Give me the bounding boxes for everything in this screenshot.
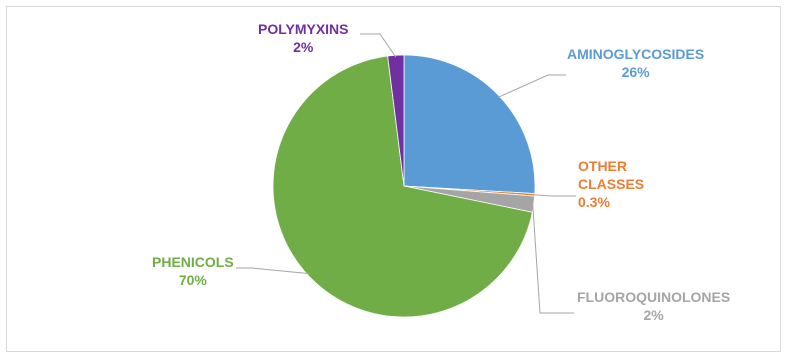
data-label-other-classes: OTHER CLASSES 0.3% [578,157,644,211]
data-label-name: PHENICOLS [152,254,234,270]
data-label-name-line2: CLASSES [578,176,645,192]
data-label-name: POLYMYXINS [258,21,349,37]
data-label-name: FLUOROQUINOLONES [577,289,731,305]
data-label-polymyxins: POLYMYXINS 2% [258,20,349,56]
pie-slice-phenicols [272,55,533,318]
data-label-name: AMINOGLYCOSIDES [567,46,705,62]
data-label-value: 26% [621,64,650,80]
data-label-aminoglycosides: AMINOGLYCOSIDES 26% [567,45,704,81]
leader-line-phenicols [236,267,310,275]
leader-line-aminoglycosides [497,74,566,98]
data-label-value: 2% [293,39,314,55]
data-label-phenicols: PHENICOLS 70% [152,253,234,289]
data-label-fluoroquinolones: FLUOROQUINOLONES 2% [577,288,730,324]
pie-slice-polymyxins [387,54,405,187]
leader-line-other-classes [533,194,576,197]
leader-line-fluoroquinolones [532,204,574,314]
data-label-name-line1: OTHER [578,158,627,174]
data-label-value: 0.3% [578,194,610,210]
data-label-value: 2% [643,307,664,323]
leader-line-polymyxins [360,33,397,58]
pie-slice-aminoglycosides [403,54,536,195]
data-label-value: 70% [178,272,207,288]
